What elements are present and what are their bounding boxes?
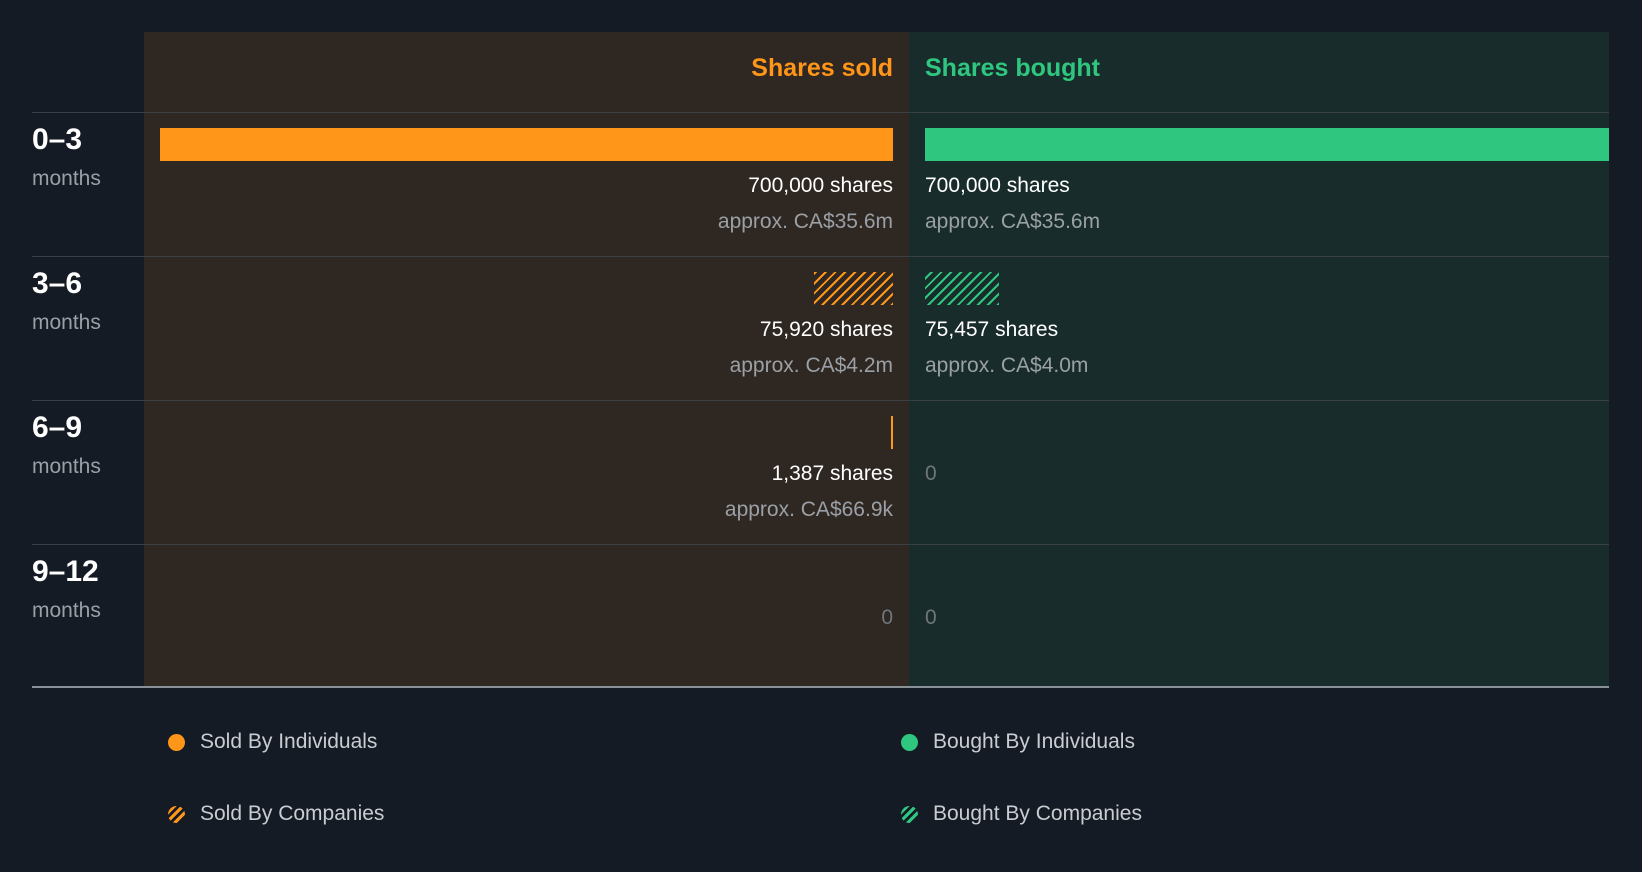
legend-label: Bought By Companies	[933, 802, 1142, 825]
sold-shares-value: 75,920 shares	[759, 318, 893, 341]
legend-label: Bought By Individuals	[933, 730, 1135, 753]
legend-label: Sold By Companies	[200, 802, 385, 825]
sold-zero-value: 0	[881, 606, 893, 629]
period-range: 9–12	[32, 555, 99, 588]
period-unit: months	[32, 455, 101, 478]
legend-item: Sold By Individuals	[168, 730, 377, 754]
bought-approx-value: approx. CA$4.0m	[925, 354, 1089, 377]
bought-shares-value: 700,000 shares	[925, 174, 1070, 197]
legend-swatch	[168, 805, 185, 823]
sold-approx-value: approx. CA$66.9k	[724, 498, 893, 521]
sold-shares-value: 1,387 shares	[771, 462, 893, 485]
row-divider	[32, 112, 1609, 113]
legend-swatch	[901, 733, 918, 751]
period-range: 3–6	[32, 267, 83, 300]
period-range: 0–3	[32, 123, 83, 156]
legend-swatch	[901, 805, 918, 823]
legend-item: Sold By Companies	[168, 802, 384, 826]
period-label: 3–6 months	[32, 267, 142, 335]
shares-bought-header: Shares bought	[925, 54, 1101, 82]
legend-item: Bought By Individuals	[901, 730, 1135, 754]
period-range: 6–9	[32, 411, 83, 444]
period-label: 9–12 months	[32, 555, 142, 623]
sold-approx-value: approx. CA$35.6m	[717, 210, 893, 233]
bought-bar	[925, 272, 999, 305]
sold-bar	[891, 416, 893, 449]
bought-shares-value: 75,457 shares	[925, 318, 1059, 341]
sold-approx-value: approx. CA$4.2m	[729, 354, 893, 377]
period-unit: months	[32, 599, 101, 622]
sold-bar	[160, 128, 893, 161]
legend-swatch	[168, 733, 185, 751]
bought-approx-value: approx. CA$35.6m	[925, 210, 1101, 233]
period-label: 6–9 months	[32, 411, 142, 479]
shares-sold-header: Shares sold	[751, 54, 893, 82]
chart-baseline	[32, 686, 1609, 688]
bought-bar	[925, 128, 1609, 161]
sold-shares-value: 700,000 shares	[748, 174, 893, 197]
period-unit: months	[32, 311, 101, 334]
row-divider	[32, 400, 1609, 401]
bought-zero-value: 0	[925, 606, 937, 629]
period-label: 0–3 months	[32, 123, 142, 191]
legend-item: Bought By Companies	[901, 802, 1142, 826]
row-divider	[32, 544, 1609, 545]
legend-label: Sold By Individuals	[200, 730, 378, 753]
period-unit: months	[32, 167, 101, 190]
bought-zero-value: 0	[925, 462, 937, 485]
sold-bar	[813, 272, 893, 305]
row-divider	[32, 256, 1609, 257]
